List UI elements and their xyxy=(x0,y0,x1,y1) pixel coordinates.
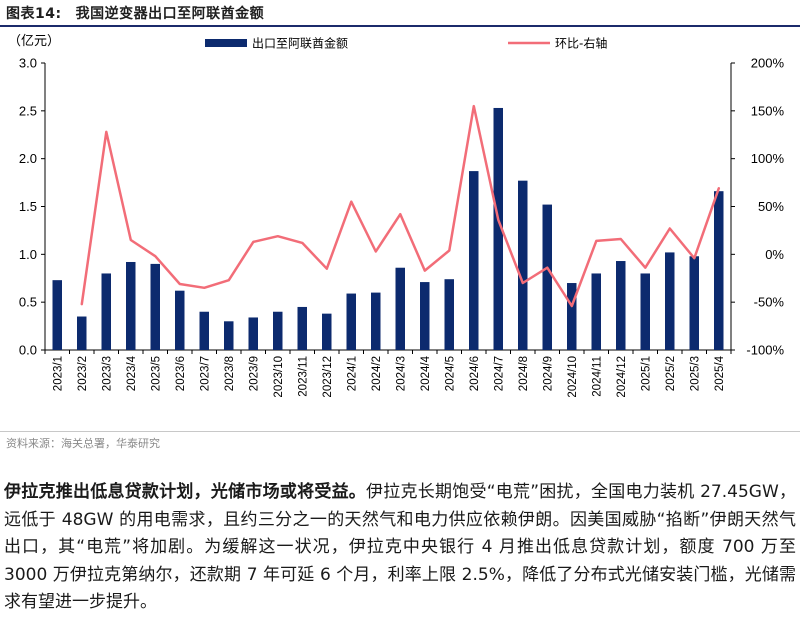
legend: 出口至阿联酋金额 环比-右轴 xyxy=(205,36,607,51)
line-series xyxy=(80,104,721,308)
x-tick-label: 2023/12 xyxy=(322,356,334,398)
bar xyxy=(640,273,650,350)
bar xyxy=(518,180,528,350)
bar xyxy=(689,256,699,350)
x-tick-label: 2024/4 xyxy=(420,355,432,391)
y-left-tick-label: 3.0 xyxy=(19,56,37,71)
x-tick-label: 2024/12 xyxy=(616,356,628,398)
x-tick-label: 2023/5 xyxy=(150,356,162,391)
x-tick-label: 2023/4 xyxy=(126,355,138,391)
source-note: 资料来源：海关总署，华泰研究 xyxy=(6,437,160,450)
bar xyxy=(273,311,283,350)
x-tick-label: 2024/2 xyxy=(371,356,383,391)
bar xyxy=(150,263,160,350)
paragraph-body: 伊拉克长期饱受“电荒”困扰，全国电力装机 27.45GW，远低于 48GW 的用… xyxy=(4,482,796,612)
bar xyxy=(371,292,381,350)
y-right-tick-label: 50% xyxy=(758,199,784,214)
bar xyxy=(665,252,675,350)
bar xyxy=(199,311,209,350)
x-tick-label: 2025/1 xyxy=(640,356,652,391)
bar xyxy=(420,282,430,350)
bar xyxy=(297,306,307,350)
x-tick-label: 2024/5 xyxy=(444,356,456,391)
y-unit-label: （亿元） xyxy=(8,33,60,48)
y-left-tick-label: 2.0 xyxy=(19,151,37,166)
bar xyxy=(346,293,356,350)
x-tick-label: 2024/8 xyxy=(518,356,530,391)
y-right-tick-label: -100% xyxy=(746,343,784,358)
source-rule xyxy=(0,431,800,432)
bar xyxy=(493,107,503,350)
y-right-tick-label: 200% xyxy=(751,56,785,71)
bar-series xyxy=(52,107,724,350)
paragraph-lead: 伊拉克推出低息贷款计划，光储市场或将受益。 xyxy=(4,482,367,502)
title-rule xyxy=(0,25,800,27)
legend-bar-swatch xyxy=(205,39,247,47)
bar xyxy=(52,280,62,350)
y-left-tick-label: 0.5 xyxy=(19,295,37,310)
bar xyxy=(714,191,724,350)
bar xyxy=(395,267,405,350)
analysis-paragraph: 伊拉克推出低息贷款计划，光储市场或将受益。伊拉克长期饱受“电荒”困扰，全国电力装… xyxy=(4,479,796,617)
bar xyxy=(248,317,258,350)
y-left-tick-label: 1.5 xyxy=(19,199,37,214)
x-tick-label: 2024/10 xyxy=(567,356,579,398)
x-tick-label: 2023/9 xyxy=(248,356,260,391)
bar xyxy=(322,313,332,350)
x-tick-label: 2023/8 xyxy=(224,356,236,391)
axes: （亿元） 0.0 0.5 1.0 1.5 2.0 2.5 3.0 -100% -50% 0% 50% 1… xyxy=(8,33,784,398)
x-tick-label: 2024/6 xyxy=(469,356,481,391)
bar xyxy=(567,283,577,350)
legend-line-label: 环比-右轴 xyxy=(555,36,607,51)
x-tick-label: 2023/7 xyxy=(199,356,211,391)
bar xyxy=(175,290,185,350)
bar xyxy=(224,321,234,350)
x-tick-label: 2023/10 xyxy=(273,356,285,398)
y-right-tick-label: 0% xyxy=(765,247,784,262)
y-right-tick-label: 100% xyxy=(751,151,785,166)
bar xyxy=(126,261,136,350)
x-tick-label: 2023/6 xyxy=(175,356,187,391)
x-tick-label: 2023/11 xyxy=(297,356,309,397)
y-left-tick-label: 0.0 xyxy=(19,343,37,358)
x-tick-label: 2024/1 xyxy=(346,356,358,391)
y-left-tick-label: 1.0 xyxy=(19,247,37,262)
x-tick-label: 2023/2 xyxy=(77,356,89,391)
bar xyxy=(101,273,111,350)
x-tick-label: 2023/3 xyxy=(101,356,113,391)
bar xyxy=(77,316,87,350)
bar xyxy=(542,204,552,350)
figure-title-text: 我国逆变器出口至阿联酋金额 xyxy=(75,6,265,22)
x-tick-label: 2025/4 xyxy=(714,355,726,391)
chart: （亿元） 0.0 0.5 1.0 1.5 2.0 2.5 3.0 -100% -50% 0% 50% 1… xyxy=(8,33,784,398)
bar xyxy=(616,261,626,350)
y-right-tick-label: 150% xyxy=(751,103,785,118)
x-tick-label: 2024/11 xyxy=(591,356,603,397)
x-tick-label: 2024/3 xyxy=(395,356,407,391)
bar xyxy=(469,171,479,350)
x-tick-label: 2024/7 xyxy=(493,356,505,391)
x-tick-label: 2025/2 xyxy=(665,356,677,391)
figure-label: 图表14: xyxy=(6,6,62,22)
x-tick-label: 2023/1 xyxy=(52,356,64,391)
x-tick-label: 2024/9 xyxy=(542,356,554,391)
bar xyxy=(444,279,454,350)
y-left-tick-label: 2.5 xyxy=(19,103,37,118)
figure-title: 图表14: 我国逆变器出口至阿联酋金额 xyxy=(6,3,264,23)
x-tick-label: 2025/3 xyxy=(689,356,701,391)
legend-bar-label: 出口至阿联酋金额 xyxy=(252,36,348,51)
y-right-tick-label: -50% xyxy=(754,295,785,310)
bar xyxy=(591,273,601,350)
